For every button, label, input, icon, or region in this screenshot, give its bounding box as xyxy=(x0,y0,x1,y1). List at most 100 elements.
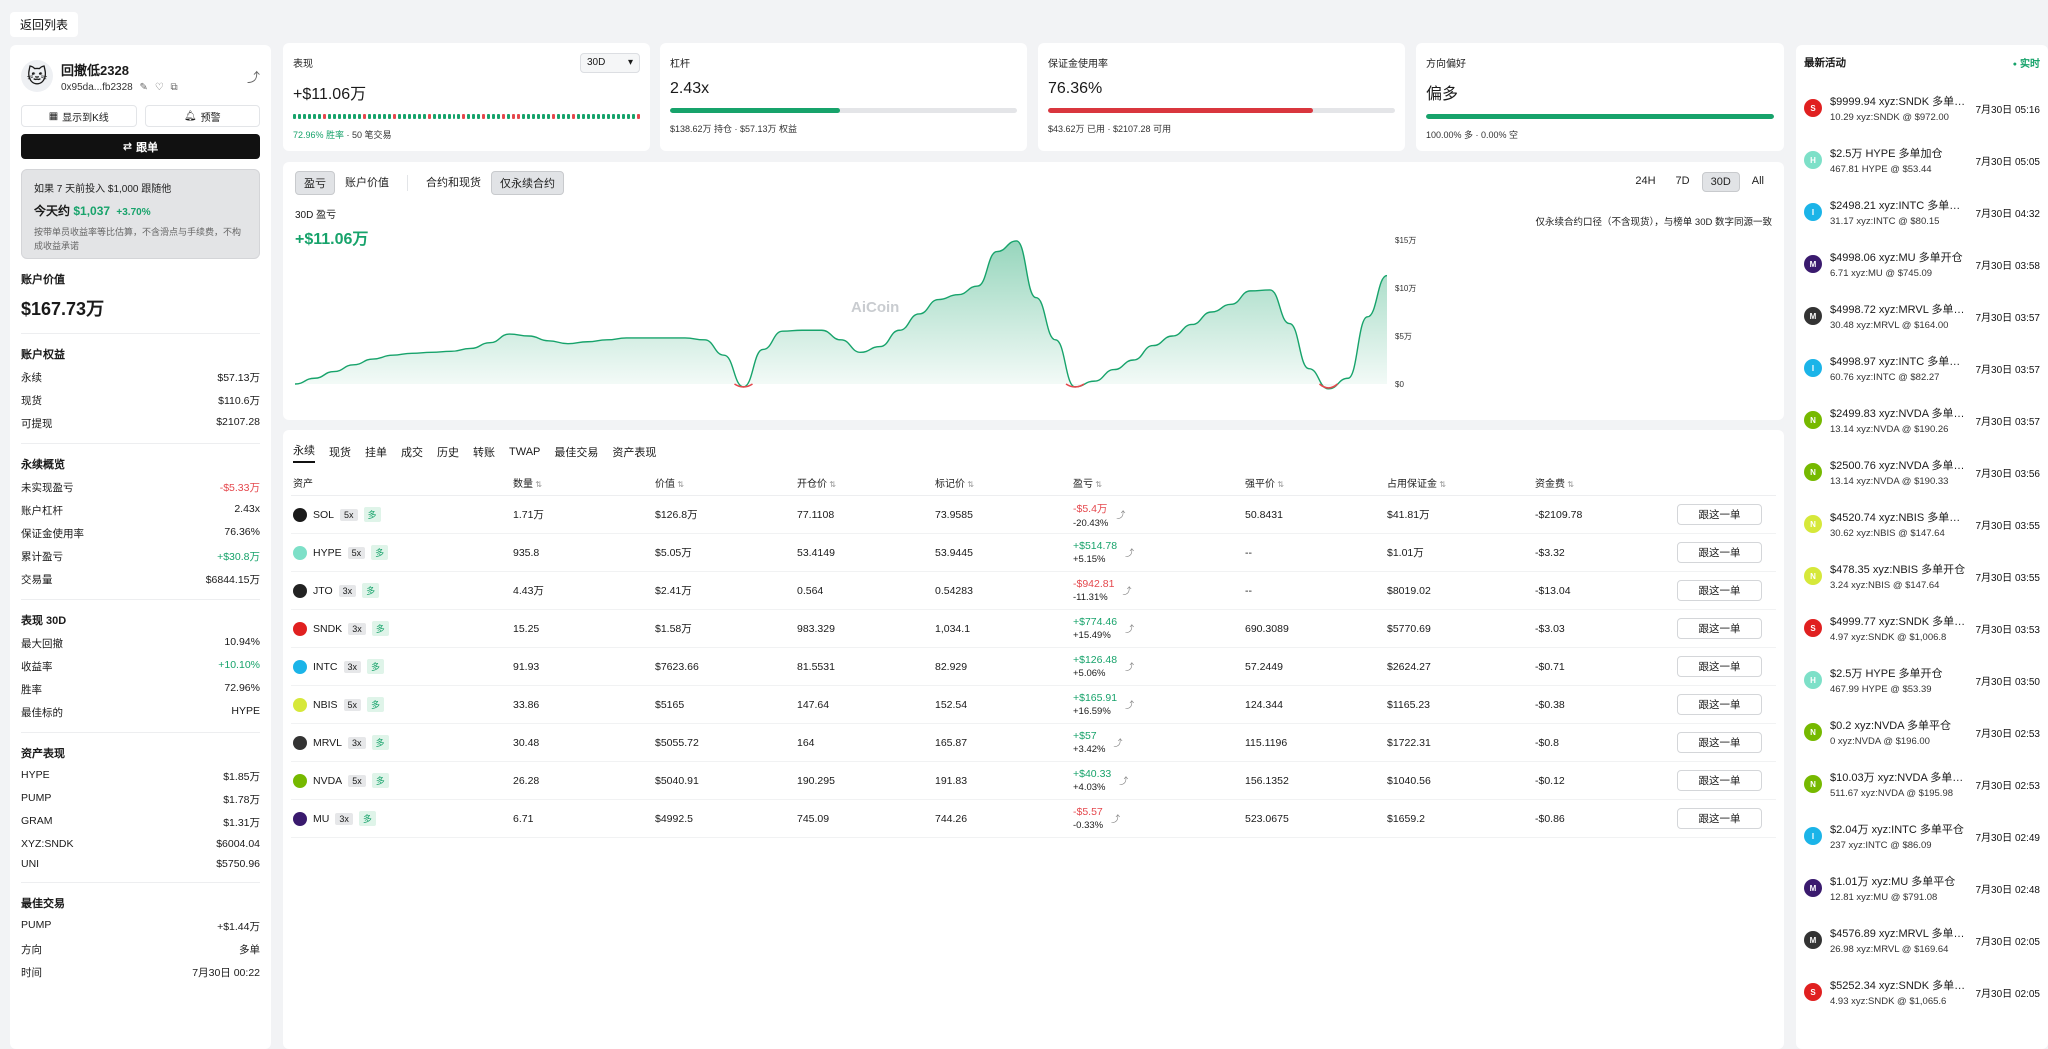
positions-tab[interactable]: 最佳交易 xyxy=(554,447,599,459)
share-icon[interactable]: ⤴ xyxy=(1113,738,1123,748)
activity-text: $4998.72 xyz:MRVL 多单开仓 30.48 xyz:MRVL @ $… xyxy=(1830,301,1968,331)
activity-item[interactable]: N $478.35 xyz:NBIS 多单开仓 3.24 xyz:NBIS @ $1… xyxy=(1804,550,2040,602)
share-icon[interactable]: ⤴ xyxy=(1111,814,1121,824)
perf-row: 收益率 +10.10% xyxy=(21,659,260,674)
perf-row: 胜率 72.96% xyxy=(21,682,260,697)
follow-order-button[interactable]: 跟这一单 xyxy=(1677,808,1762,829)
column-header[interactable]: 开仓价 ⇅ xyxy=(797,475,935,490)
range-select[interactable]: 30D ▾ xyxy=(580,53,640,73)
row-value: $1.31万 xyxy=(223,817,260,829)
follow-order-button[interactable]: 跟这一单 xyxy=(1677,542,1762,563)
positions-tab[interactable]: 现货 xyxy=(329,447,351,459)
chart-scope-tab[interactable]: 仅永续合约 xyxy=(491,171,564,195)
chart-range-tab[interactable]: All xyxy=(1751,175,1764,187)
activity-item[interactable]: N $2500.76 xyz:NVDA 多单开仓 13.14 xyz:NVDA @ … xyxy=(1804,446,2040,498)
open-cell: 745.09 xyxy=(797,812,830,825)
heart-icon[interactable]: ♡ xyxy=(154,81,164,93)
activity-item[interactable]: N $0.2 xyz:NVDA 多单平仓 0 xyz:NVDA @ $196.00 7… xyxy=(1804,706,2040,758)
mark-cell: 165.87 xyxy=(935,736,968,749)
pnl-cell: +$126.48 +5.06% ⤴ xyxy=(1073,654,1245,679)
leverage-bar xyxy=(670,108,1017,113)
coin-icon: S xyxy=(1804,983,1822,1001)
coin-icon xyxy=(293,583,307,598)
column-header[interactable]: 价值 ⇅ xyxy=(655,475,797,490)
activity-item[interactable]: M $4998.72 xyz:MRVL 多单开仓 30.48 xyz:MRVL @ … xyxy=(1804,290,2040,342)
share-icon[interactable]: ⤴ xyxy=(1119,776,1129,786)
row-value: 多单 xyxy=(239,944,260,956)
positions-tab[interactable]: 挂单 xyxy=(365,447,387,459)
chart-range-tab[interactable]: 7D xyxy=(1675,175,1690,187)
sim-today-value: $1,037 xyxy=(73,204,111,218)
back-to-list-button[interactable]: 返回列表 xyxy=(10,12,79,37)
column-header[interactable]: 强平价 ⇅ xyxy=(1245,475,1387,490)
share-icon[interactable]: ⤴ xyxy=(1125,700,1135,710)
chart-range-tab[interactable]: 24H xyxy=(1635,175,1656,187)
follow-order-button[interactable]: 跟这一单 xyxy=(1677,732,1762,753)
column-header[interactable]: 资金费 ⇅ xyxy=(1535,475,1677,490)
row-label: 交易量 xyxy=(21,574,53,586)
activity-summary: $5252.34 xyz:SNDK 多单平仓 xyxy=(1830,980,1968,992)
win-segment xyxy=(452,114,456,119)
win-segment xyxy=(626,114,630,119)
pnl-values: +$57 +3.42% xyxy=(1073,730,1106,755)
column-header[interactable]: 标记价 ⇅ xyxy=(935,475,1073,490)
chart-metric-tab[interactable]: 账户价值 xyxy=(345,177,389,189)
positions-tab[interactable]: 历史 xyxy=(437,447,459,459)
chart-metric-tab[interactable]: 盈亏 xyxy=(295,171,335,195)
copy-trade-button[interactable]: ⇄ 跟单 xyxy=(21,134,260,159)
activity-summary: $2499.83 xyz:NVDA 多单开仓 xyxy=(1830,408,1968,420)
activity-item[interactable]: N $10.03万 xyz:NVDA 多单平仓 511.67 xyz:NVDA @ … xyxy=(1804,758,2040,810)
positions-tab[interactable]: 资产表现 xyxy=(612,447,657,459)
win-segment xyxy=(612,114,615,119)
activity-item[interactable]: I $4998.97 xyz:INTC 多单开仓 60.76 xyz:INTC @ … xyxy=(1804,342,2040,394)
column-header-label: 标记价 xyxy=(935,479,965,490)
activity-item[interactable]: S $4999.77 xyz:SNDK 多单开仓 4.97 xyz:SNDK @ $… xyxy=(1804,602,2040,654)
activity-time: 7月30日 03:50 xyxy=(1975,676,2041,688)
share-icon[interactable]: ⤴ xyxy=(1125,662,1135,672)
follow-order-button[interactable]: 跟这一单 xyxy=(1677,770,1762,791)
direction-card: 方向偏好 偏多 100.00% 多 · 0.00% 空 xyxy=(1416,43,1784,151)
best-row: PUMP +$1.44万 xyxy=(21,919,260,934)
win-segment xyxy=(337,114,341,119)
follow-order-button[interactable]: 跟这一单 xyxy=(1677,504,1762,525)
activity-item[interactable]: I $2.04万 xyz:INTC 多单平仓 237 xyz:INTC @ $86.… xyxy=(1804,810,2040,862)
activity-item[interactable]: I $2498.21 xyz:INTC 多单开仓 31.17 xyz:INTC @ … xyxy=(1804,186,2040,238)
activity-item[interactable]: N $4520.74 xyz:NBIS 多单开仓 30.62 xyz:NBIS @ … xyxy=(1804,498,2040,550)
sort-icon: ⇅ xyxy=(965,480,974,489)
positions-tab[interactable]: TWAP xyxy=(509,446,541,458)
activity-item[interactable]: S $5252.34 xyz:SNDK 多单平仓 4.93 xyz:SNDK @ $… xyxy=(1804,966,2040,1018)
follow-order-button[interactable]: 跟这一单 xyxy=(1677,656,1762,677)
activity-detail: 26.98 xyz:MRVL @ $169.64 xyxy=(1830,944,1949,955)
positions-tab[interactable]: 永续 xyxy=(293,442,315,463)
column-header[interactable]: 占用保证金 ⇅ xyxy=(1387,475,1535,490)
activity-summary: $4999.77 xyz:SNDK 多单开仓 xyxy=(1830,616,1968,628)
share-icon[interactable]: ⤴ xyxy=(246,69,260,85)
chart-range-tab[interactable]: 30D xyxy=(1701,172,1740,192)
activity-item[interactable]: H $2.5万 HYPE 多单加仓 467.81 HYPE @ $53.44 7月30… xyxy=(1804,134,2040,186)
column-header[interactable]: 数量 ⇅ xyxy=(513,475,655,490)
column-header[interactable]: 盈亏 ⇅ xyxy=(1073,475,1245,490)
follow-order-button[interactable]: 跟这一单 xyxy=(1677,618,1762,639)
activity-item[interactable]: M $4998.06 xyz:MU 多单开仓 6.71 xyz:MU @ $745.… xyxy=(1804,238,2040,290)
copy-icon[interactable]: ⧉ xyxy=(170,81,178,93)
share-icon[interactable]: ⤴ xyxy=(1122,586,1132,596)
positions-tab[interactable]: 成交 xyxy=(401,447,423,459)
edit-icon[interactable]: ✎ xyxy=(139,81,148,93)
share-icon[interactable]: ⤴ xyxy=(1125,624,1135,634)
alert-button[interactable]: 🔔︎ 预警 xyxy=(144,105,260,127)
share-icon[interactable]: ⤴ xyxy=(1125,548,1135,558)
positions-tab[interactable]: 转账 xyxy=(473,447,495,459)
activity-item[interactable]: S $9999.94 xyz:SNDK 多单开仓 10.29 xyz:SNDK @ … xyxy=(1804,82,2040,134)
share-icon[interactable]: ⤴ xyxy=(1116,510,1126,520)
chart-scope-tab[interactable]: 合约和现货 xyxy=(426,177,481,189)
activity-item[interactable]: N $2499.83 xyz:NVDA 多单开仓 13.14 xyz:NVDA @ … xyxy=(1804,394,2040,446)
activity-item[interactable]: H $2.5万 HYPE 多单开仓 467.99 HYPE @ $53.39 7月30… xyxy=(1804,654,2040,706)
follow-order-button[interactable]: 跟这一单 xyxy=(1677,694,1762,715)
coin-icon: I xyxy=(1804,203,1822,221)
activity-item[interactable]: M $4576.89 xyz:MRVL 多单平仓 26.98 xyz:MRVL @ … xyxy=(1804,914,2040,966)
follow-order-button[interactable]: 跟这一单 xyxy=(1677,580,1762,601)
activity-item[interactable]: M $1.01万 xyz:MU 多单平仓 12.81 xyz:MU @ $791.0… xyxy=(1804,862,2040,914)
sort-icon: ⇅ xyxy=(675,480,684,489)
coin-icon xyxy=(293,773,307,788)
show-on-kline-button[interactable]: ▦ 显示到K线 xyxy=(21,105,137,127)
